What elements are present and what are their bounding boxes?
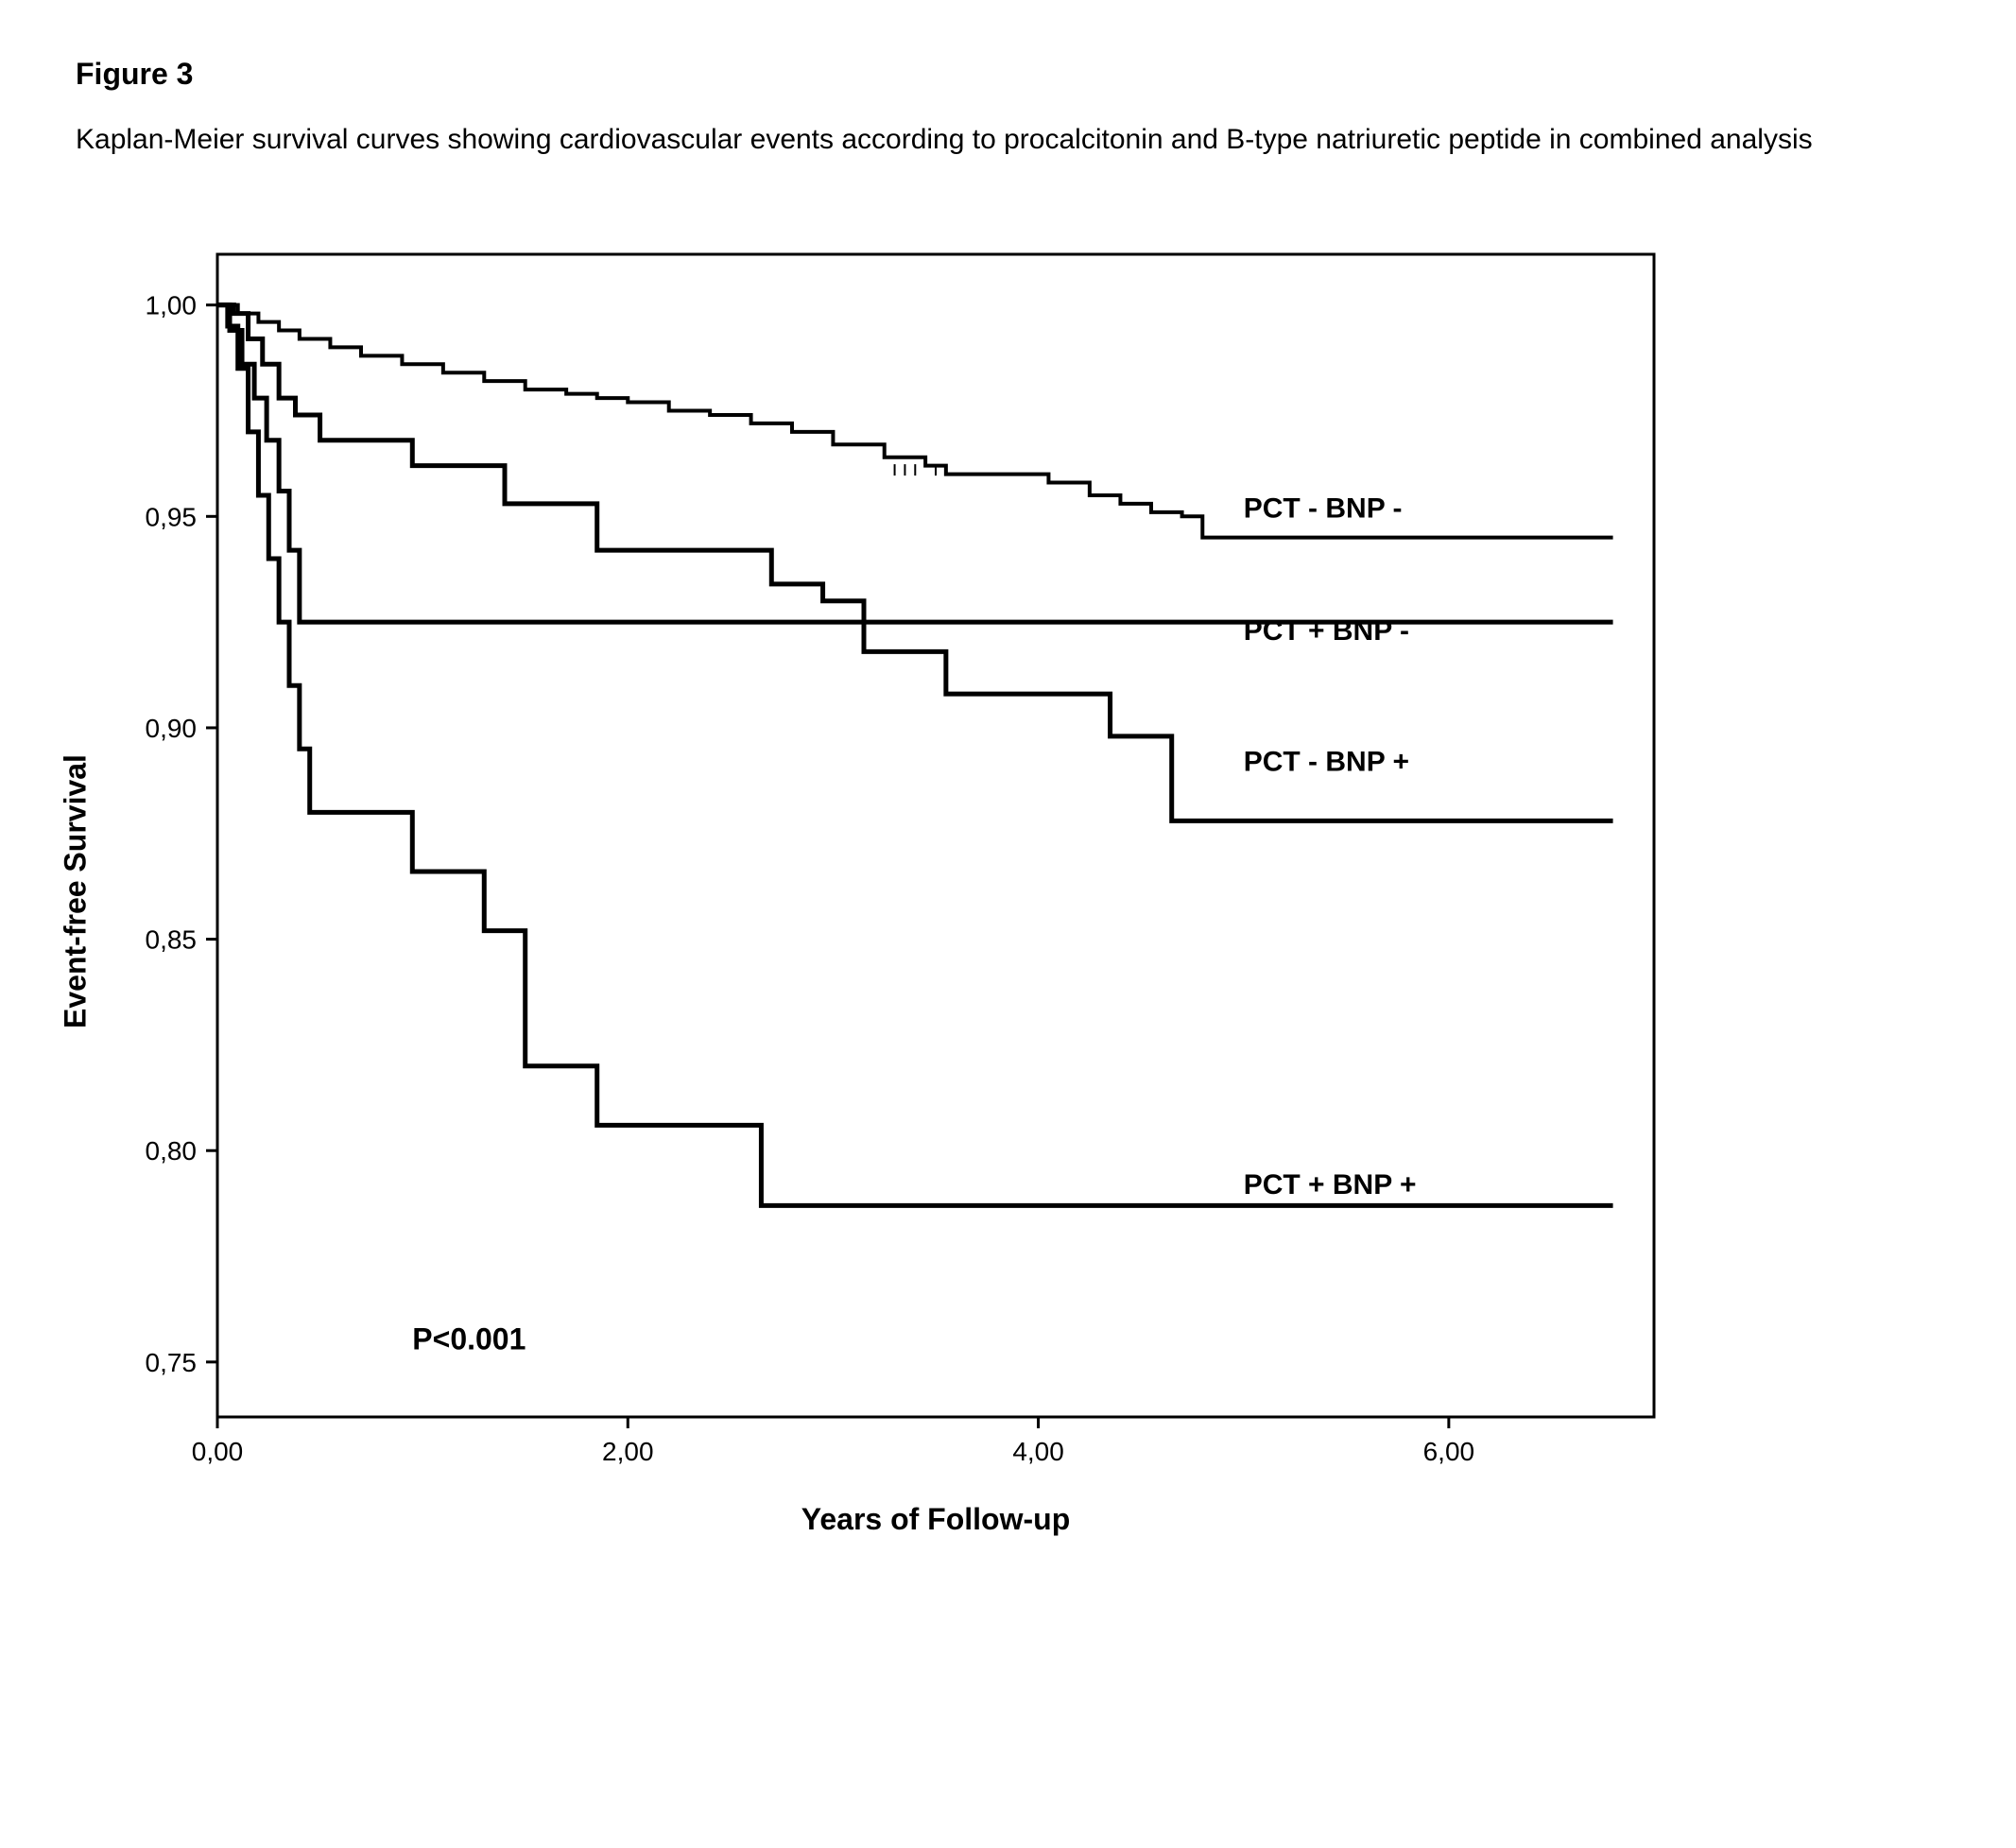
series-label: PCT + BNP + bbox=[1244, 1169, 1417, 1200]
series-PCT---BNP-- bbox=[217, 305, 1613, 538]
svg-text:2,00: 2,00 bbox=[602, 1437, 654, 1466]
series-PCT-+-BNP-- bbox=[217, 305, 1613, 821]
series-label: PCT - BNP - bbox=[1244, 492, 1403, 524]
p-value-text: P<0.001 bbox=[412, 1321, 526, 1356]
survival-chart: 0,75 0,80 0,85 0,90 0,95 1,00 0,00 2,00 4,00 6,00… bbox=[104, 245, 1956, 1483]
svg-text:0,85: 0,85 bbox=[146, 925, 198, 955]
figure-title: Figure 3 bbox=[76, 57, 1940, 92]
svg-text:0,95: 0,95 bbox=[146, 502, 198, 531]
svg-text:4,00: 4,00 bbox=[1012, 1437, 1064, 1466]
x-axis-label: Years of Follow-up bbox=[217, 1502, 1654, 1537]
series-label: PCT - BNP + bbox=[1244, 747, 1409, 778]
figure-caption: Kaplan-Meier survival curves showing car… bbox=[76, 120, 1940, 160]
chart-container: Event-free Survival 0,750,800,850,900,95… bbox=[104, 245, 1900, 1537]
svg-text:1,00: 1,00 bbox=[146, 291, 198, 320]
svg-text:0,80: 0,80 bbox=[146, 1136, 198, 1166]
svg-text:0,90: 0,90 bbox=[146, 714, 198, 743]
svg-text:6,00: 6,00 bbox=[1423, 1437, 1475, 1466]
svg-text:0,00: 0,00 bbox=[192, 1437, 244, 1466]
y-axis-label: Event-free Survival bbox=[59, 754, 94, 1028]
svg-text:0,75: 0,75 bbox=[146, 1348, 198, 1377]
